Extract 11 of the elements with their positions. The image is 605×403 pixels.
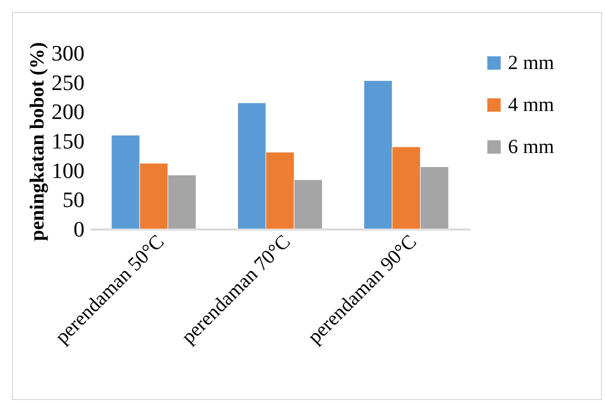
y-tick-label: 0 bbox=[74, 216, 84, 242]
y-tick-label: 250 bbox=[52, 70, 84, 95]
legend-label: 2 mm bbox=[508, 52, 555, 74]
legend-label: 6 mm bbox=[508, 136, 555, 158]
y-tick-label: 200 bbox=[52, 99, 84, 124]
y-axis-title: peningkatan bobot (%) bbox=[26, 42, 48, 241]
y-tick-label: 150 bbox=[52, 128, 84, 154]
y-tick-label: 50 bbox=[62, 187, 84, 212]
legend-label: 4 mm bbox=[508, 94, 555, 116]
y-tick-label: 300 bbox=[52, 40, 84, 66]
y-tick-label: 100 bbox=[52, 158, 84, 183]
